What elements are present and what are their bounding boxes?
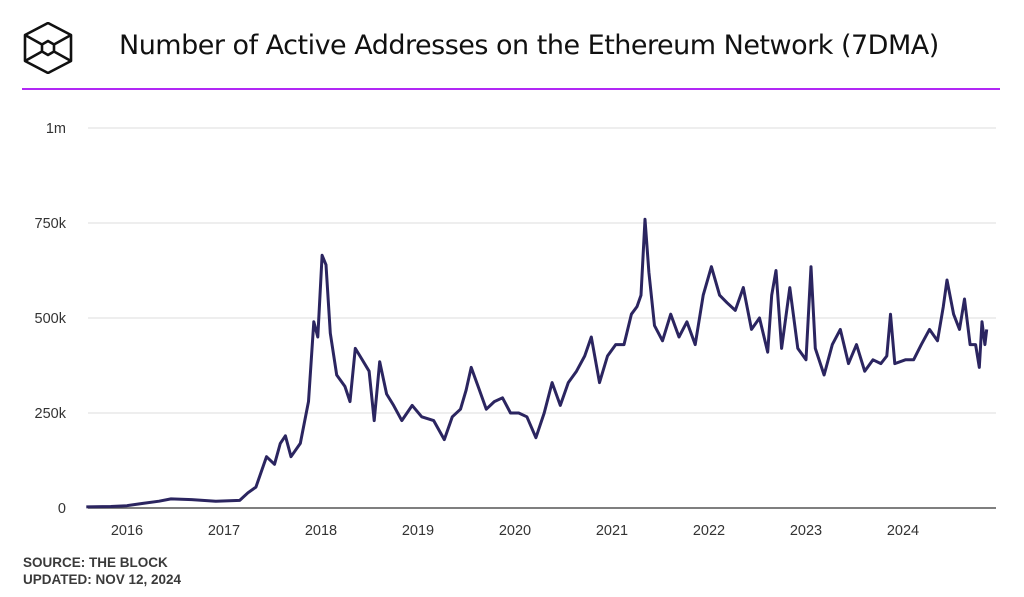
x-tick-label: 2020 xyxy=(499,523,531,539)
grid-lines xyxy=(88,127,996,509)
x-tick-label: 2016 xyxy=(111,523,143,539)
x-tick-label: 2018 xyxy=(305,523,337,539)
y-axis-ticks: 0 250k 500k 750k 1m xyxy=(35,121,67,517)
x-tick-label: 2017 xyxy=(208,523,240,539)
y-tick-label: 250k xyxy=(35,406,67,422)
x-tick-label: 2019 xyxy=(402,523,434,539)
x-tick-label: 2022 xyxy=(693,523,725,539)
y-tick-label: 500k xyxy=(35,311,67,327)
x-tick-label: 2024 xyxy=(887,523,919,539)
series-line xyxy=(86,217,989,509)
x-tick-label: 2023 xyxy=(790,523,822,539)
x-axis-ticks: 2016 2017 2018 2019 2020 2021 2022 2023 2024 xyxy=(111,523,919,539)
x-tick-label: 2021 xyxy=(596,523,628,539)
source-label: SOURCE: THE BLOCK xyxy=(23,555,168,570)
chart-title: Number of Active Addresses on the Ethere… xyxy=(119,30,939,61)
y-tick-label: 0 xyxy=(58,501,66,517)
updated-label: UPDATED: NOV 12, 2024 xyxy=(23,572,182,587)
y-tick-label: 750k xyxy=(35,216,67,232)
y-tick-label: 1m xyxy=(46,121,66,137)
header-divider xyxy=(22,88,1000,90)
the-block-logo-icon xyxy=(23,22,73,74)
